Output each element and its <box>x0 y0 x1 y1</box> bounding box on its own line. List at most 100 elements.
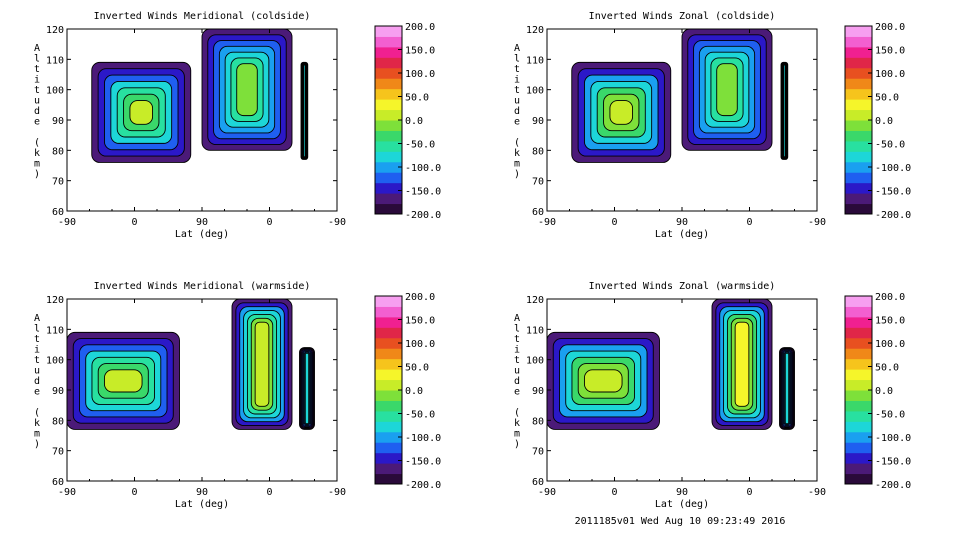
colorbar-swatch <box>845 26 872 37</box>
colorbar-swatch <box>845 431 872 443</box>
x-tick-label: 0 <box>611 487 617 498</box>
colorbar-tick-label: -150.0 <box>405 457 441 468</box>
colorbar-swatch <box>375 379 402 391</box>
y-tick-label: 70 <box>532 447 544 458</box>
colorbar-swatch <box>845 421 872 433</box>
y-tick-label: 110 <box>46 55 64 66</box>
colorbar-swatch <box>375 296 402 307</box>
colorbar-tick-label: -100.0 <box>875 433 911 444</box>
y-tick-label: 120 <box>46 25 64 36</box>
colorbar-tick-label: 200.0 <box>405 22 435 33</box>
colorbar-swatch <box>375 348 402 360</box>
panel-4: Inverted Winds Zonal (warmside) -90 0 90 0 -9… <box>514 281 911 510</box>
x-tick-label: -90 <box>328 217 346 228</box>
colorbar-tick-label: -50.0 <box>405 140 435 151</box>
colorbar: 200.0 150.0 100.0 50.0 0.0 -50.0 -100.0 -150.0 -… <box>844 292 911 491</box>
colorbar-swatch <box>845 316 872 328</box>
colorbar-swatch <box>845 327 872 339</box>
colorbar-tick-label: 0.0 <box>875 116 893 127</box>
colorbar-tick-label: -100.0 <box>875 163 911 174</box>
y-tick-label: 80 <box>532 146 544 157</box>
panel-3: Inverted Winds Meridional (warmside) -90 0… <box>34 281 441 510</box>
x-tick-label: -90 <box>538 217 556 228</box>
y-tick-label: 80 <box>52 146 64 157</box>
y-tick-label: 100 <box>526 356 544 367</box>
y-tick-label: 100 <box>46 356 64 367</box>
y-tick-label: 80 <box>532 416 544 427</box>
colorbar-swatch <box>375 358 402 370</box>
colorbar-swatch <box>845 99 872 111</box>
x-tick-label: 0 <box>611 217 617 228</box>
y-tick-label: 110 <box>46 325 64 336</box>
colorbar-swatch <box>375 442 402 454</box>
contour-band <box>583 369 623 393</box>
colorbar-swatch <box>845 442 872 454</box>
x-axis-label: Lat (deg) <box>655 229 709 240</box>
contour-band <box>129 100 154 125</box>
colorbar-swatch <box>845 130 872 142</box>
colorbar-swatch <box>845 296 872 307</box>
x-tick-label: 90 <box>676 217 688 228</box>
colorbar: 200.0 150.0 100.0 50.0 0.0 -50.0 -100.0 -150.0 -… <box>374 22 441 221</box>
y-tick-label: 100 <box>526 86 544 97</box>
colorbar-swatch <box>845 203 872 215</box>
colorbar-tick-label: 100.0 <box>875 339 905 350</box>
colorbar: 200.0 150.0 100.0 50.0 0.0 -50.0 -100.0 -150.0 -… <box>374 292 441 491</box>
contour-band <box>734 321 750 407</box>
y-tick-label: 70 <box>52 447 64 458</box>
y-tick-label: 70 <box>532 177 544 188</box>
colorbar-swatch <box>845 57 872 69</box>
y-tick-label: 100 <box>46 86 64 97</box>
x-tick-label: 0 <box>266 217 272 228</box>
panel-title: Inverted Winds Meridional (coldside) <box>94 11 311 22</box>
colorbar-swatch <box>375 109 402 121</box>
colorbar-tick-label: -200.0 <box>405 480 441 491</box>
colorbar-swatch <box>845 151 872 163</box>
colorbar-swatch <box>845 109 872 121</box>
colorbar-swatch <box>375 193 402 205</box>
colorbar-swatch <box>375 67 402 79</box>
x-tick-label: 90 <box>196 217 208 228</box>
x-tick-label: -90 <box>328 487 346 498</box>
colorbar-swatch <box>375 390 402 401</box>
x-tick-label: 0 <box>746 217 752 228</box>
x-tick-label: 0 <box>266 487 272 498</box>
colorbar-tick-label: 0.0 <box>875 386 893 397</box>
y-tick-label: 60 <box>52 477 64 488</box>
colorbar-swatch <box>375 327 402 339</box>
colorbar-swatch <box>845 306 872 318</box>
contour-band <box>784 352 790 425</box>
colorbar-swatch <box>375 140 402 152</box>
colorbar-swatch <box>845 140 872 152</box>
colorbar-swatch <box>845 463 872 475</box>
colorbar-swatch <box>845 193 872 205</box>
panel-2: Inverted Winds Zonal (coldside) -90 0 90 0 -9… <box>514 11 911 240</box>
colorbar-swatch <box>375 99 402 111</box>
y-tick-label: 70 <box>52 177 64 188</box>
colorbar-tick-label: -200.0 <box>875 480 911 491</box>
y-tick-label: 90 <box>532 116 544 127</box>
colorbar-swatch <box>375 57 402 69</box>
y-tick-label: 60 <box>52 207 64 218</box>
colorbar-tick-label: 0.0 <box>405 386 423 397</box>
x-tick-label: 0 <box>746 487 752 498</box>
y-tick-label: 80 <box>52 416 64 427</box>
colorbar-tick-label: 100.0 <box>875 69 905 80</box>
panel-title: Inverted Winds Meridional (warmside) <box>94 281 311 292</box>
colorbar-swatch <box>375 337 402 349</box>
colorbar-swatch <box>375 161 402 173</box>
colorbar-tick-label: 200.0 <box>875 292 905 303</box>
colorbar-swatch <box>375 306 402 318</box>
x-tick-label: 0 <box>131 487 137 498</box>
colorbar-tick-label: 200.0 <box>405 292 435 303</box>
colorbar-tick-label: 0.0 <box>405 116 423 127</box>
colorbar: 200.0 150.0 100.0 50.0 0.0 -50.0 -100.0 -150.0 -… <box>844 22 911 221</box>
colorbar-tick-label: -200.0 <box>875 210 911 221</box>
colorbar-swatch <box>375 151 402 163</box>
colorbar-tick-label: -100.0 <box>405 163 441 174</box>
y-tick-label: 120 <box>46 295 64 306</box>
panel-1: Inverted Winds Meridional (coldside) -90 0… <box>34 11 441 240</box>
